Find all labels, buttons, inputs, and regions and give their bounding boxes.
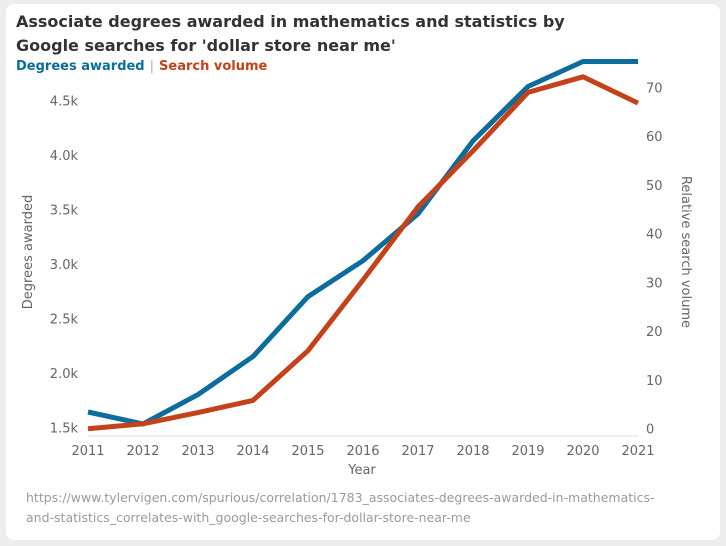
x-tick-label: 2014 [236, 444, 269, 459]
y2-tick-label: 50 [646, 179, 663, 194]
legend-separator: | [149, 59, 155, 74]
x-tick-label: 2011 [71, 444, 104, 459]
x-tick-label: 2021 [621, 444, 654, 459]
x-axis-title: Year [347, 463, 376, 478]
x-tick-label: 2018 [456, 444, 489, 459]
chart-title-line-2: Google searches for 'dollar store near m… [16, 36, 396, 55]
x-tick-label: 2016 [346, 444, 379, 459]
chart-card [6, 4, 720, 540]
y-tick-label: 2.0k [50, 367, 79, 382]
x-tick-label: 2012 [126, 444, 159, 459]
y-tick-label: 2.5k [50, 312, 79, 327]
y2-axis-title: Relative search volume [678, 176, 693, 328]
legend-search-volume: Search volume [159, 59, 268, 74]
y-tick-label: 4.5k [50, 95, 79, 110]
y2-tick-label: 20 [646, 325, 663, 340]
y2-tick-label: 30 [646, 276, 663, 291]
legend: Degrees awarded | Search volume [16, 58, 267, 76]
source-url[interactable]: https://www.tylervigen.com/spurious/corr… [26, 488, 686, 528]
y2-tick-label: 60 [646, 130, 663, 145]
y2-tick-label: 10 [646, 374, 663, 389]
y2-tick-label: 40 [646, 228, 663, 243]
y-tick-label: 3.5k [50, 204, 79, 219]
y-tick-label: 1.5k [50, 421, 79, 436]
x-tick-label: 2013 [181, 444, 214, 459]
x-tick-label: 2019 [511, 444, 544, 459]
source-url-line-1[interactable]: https://www.tylervigen.com/spurious/corr… [26, 490, 655, 505]
y2-tick-label: 0 [646, 423, 654, 438]
y-tick-label: 3.0k [50, 258, 79, 273]
x-tick-label: 2017 [401, 444, 434, 459]
legend-degrees-awarded: Degrees awarded [16, 59, 145, 74]
y-tick-label: 4.0k [50, 149, 79, 164]
series-line-search-volume [87, 74, 640, 432]
x-tick-label: 2015 [291, 444, 324, 459]
series-line-degrees-awarded [87, 59, 638, 427]
chart-title-line-1: Associate degrees awarded in mathematics… [16, 12, 565, 31]
chart-title: Associate degrees awarded in mathematics… [16, 10, 576, 58]
x-tick-label: 2020 [566, 444, 599, 459]
y2-tick-label: 70 [646, 81, 663, 96]
source-url-line-2[interactable]: and-statistics_correlates-with_google-se… [26, 510, 471, 525]
y-axis-title: Degrees awarded [21, 195, 36, 309]
